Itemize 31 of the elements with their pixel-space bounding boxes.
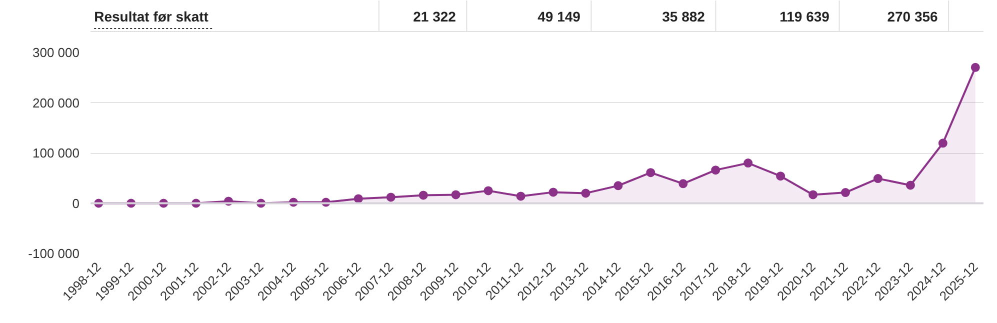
text: 270 356 [887,8,938,24]
point [744,158,753,168]
point [614,181,623,190]
text: 35 882 [662,8,706,24]
point [873,174,882,184]
chart-title: Resultat før skatt [94,8,209,24]
point [808,190,818,200]
y-tick-label: 200 000 [32,95,80,110]
y-tick-label: -100 000 [28,246,80,261]
point [354,194,363,204]
point [418,190,428,200]
text: 119 639 [780,8,830,24]
text: 49 149 [538,8,581,24]
point [548,188,558,197]
point [970,62,980,72]
point [906,180,915,190]
y-tick-label: 300 000 [32,45,80,60]
point [484,186,493,196]
point [678,179,688,188]
point [840,188,850,198]
y-tick-label: 0 [72,196,80,211]
point [711,166,720,175]
text: 21 322 [413,8,456,24]
point [776,172,786,181]
point [516,192,526,201]
point [581,188,590,198]
point [386,192,396,202]
point [646,168,656,178]
y-tick-label: 100 000 [32,146,80,160]
point [938,138,948,148]
point [451,190,460,200]
